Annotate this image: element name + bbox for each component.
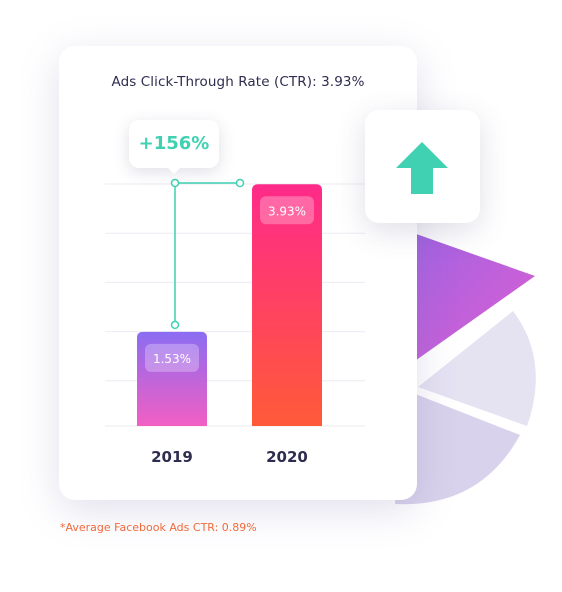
callout-tail xyxy=(166,166,182,174)
pie-slice-magenta xyxy=(388,224,535,380)
chart-title: Ads Click-Through Rate (CTR): 3.93% xyxy=(111,74,365,90)
footnote: *Average Facebook Ads CTR: 0.89% xyxy=(60,521,257,534)
pie-slice-light xyxy=(418,311,536,426)
connector-line xyxy=(174,182,240,325)
connector-dot xyxy=(235,178,245,188)
data-label: 3.93% xyxy=(268,204,306,218)
bar-chart: 1.53% 2019 3.93% 2020 xyxy=(105,178,365,466)
category-label: 2020 xyxy=(266,448,308,466)
value-pill xyxy=(145,343,199,372)
connector-dot xyxy=(170,178,180,188)
up-arrow-icon xyxy=(396,142,448,194)
pie-slice-lavender xyxy=(395,388,520,505)
value-pill xyxy=(260,196,314,225)
data-label: 1.53% xyxy=(153,352,191,366)
bar-2020 xyxy=(252,184,322,426)
trend-card xyxy=(365,110,480,223)
bar-2019 xyxy=(137,331,207,426)
change-callout: +156% xyxy=(129,120,219,168)
change-label: +156% xyxy=(138,133,210,154)
ctr-chart-card: Ads Click-Through Rate (CTR): 3.93% 1.53… xyxy=(59,46,417,500)
connector-dot xyxy=(170,320,180,330)
category-label: 2019 xyxy=(151,448,193,466)
